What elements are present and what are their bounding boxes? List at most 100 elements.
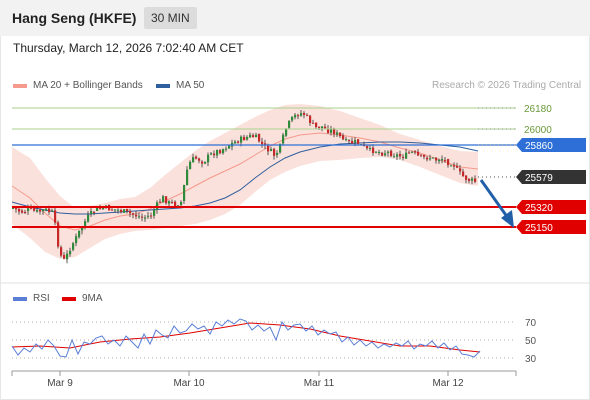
candle — [183, 184, 186, 204]
candle-body — [174, 201, 177, 206]
candle — [234, 139, 237, 144]
time-axis: Mar 9 Mar 10 Mar 11 Mar 12 — [11, 370, 517, 389]
candle — [126, 208, 129, 214]
candle — [441, 155, 444, 164]
rsi-axis-label: 70 — [525, 318, 537, 329]
candle-body — [120, 209, 123, 213]
candle — [447, 158, 450, 168]
candle-body — [417, 151, 420, 156]
candle — [93, 211, 96, 216]
candle-body — [456, 165, 459, 168]
candle — [357, 139, 360, 145]
candle — [216, 149, 219, 159]
candle-body — [213, 153, 216, 156]
level-label: 25579 — [525, 173, 553, 184]
candle — [288, 120, 291, 130]
candle-body — [270, 149, 273, 151]
candle — [429, 154, 432, 161]
level-tag — [516, 138, 586, 152]
candle — [450, 164, 453, 167]
candle-body — [162, 196, 165, 203]
candle — [369, 145, 372, 152]
candle — [54, 207, 57, 226]
candle-body — [438, 159, 441, 162]
candle — [78, 230, 81, 239]
candle — [36, 208, 39, 213]
candle — [471, 176, 474, 185]
candle-body — [207, 154, 210, 163]
rsi-swatch — [13, 296, 27, 301]
candle — [75, 233, 78, 247]
candle-body — [201, 161, 204, 164]
candle-body — [189, 161, 192, 170]
candle — [324, 123, 327, 129]
candle-body — [24, 212, 27, 213]
candle-body — [381, 152, 384, 156]
candle — [165, 196, 168, 205]
candle-body — [102, 208, 105, 209]
candle — [309, 114, 312, 126]
candle-body — [39, 209, 42, 212]
candle-body — [237, 141, 240, 143]
candle-body — [450, 165, 453, 167]
level-26000: 26000 — [12, 125, 552, 136]
candle-body — [354, 140, 357, 143]
candle-body — [273, 148, 276, 156]
candle — [312, 119, 315, 124]
candle-body — [342, 135, 345, 140]
candle-body — [48, 208, 51, 213]
candle-body — [276, 152, 279, 156]
candle-body — [138, 216, 141, 218]
candle — [201, 160, 204, 168]
candle — [180, 200, 183, 207]
candle — [258, 133, 261, 143]
candle-body — [432, 157, 435, 159]
candle-body — [168, 201, 171, 204]
candle-body — [411, 151, 414, 153]
candle-body — [72, 243, 75, 250]
candle — [141, 213, 144, 222]
candle-body — [255, 134, 258, 138]
candle-body — [66, 253, 69, 260]
candle-body — [366, 146, 369, 149]
candle-body — [285, 128, 288, 136]
candle — [303, 111, 306, 119]
candle-body — [447, 159, 450, 166]
timestamp: Thursday, March 12, 2026 7:02:40 AM CET — [13, 41, 244, 55]
candle-body — [396, 154, 399, 157]
candle — [387, 150, 390, 157]
candle-body — [93, 211, 96, 213]
candle-body — [318, 126, 321, 128]
time-axis-label: Mar 11 — [304, 378, 335, 389]
candle — [129, 208, 132, 217]
level-tag — [516, 170, 586, 184]
candle — [195, 155, 198, 160]
legend-rsi: RSI — [13, 293, 50, 304]
candle — [330, 125, 333, 136]
candle — [375, 151, 378, 154]
candle — [465, 175, 468, 184]
candle — [390, 149, 393, 158]
candle-body — [186, 169, 189, 186]
candle-body — [462, 171, 465, 177]
candle-body — [435, 157, 438, 161]
candle — [381, 151, 384, 157]
candle-body — [165, 196, 168, 204]
timeframe-badge[interactable]: 30 MIN — [144, 7, 197, 29]
level-tag — [516, 200, 586, 214]
candle-body — [294, 114, 297, 118]
candle-body — [75, 236, 78, 244]
candle — [348, 139, 351, 144]
candle-body — [180, 201, 183, 205]
candle — [69, 247, 72, 257]
candle-body — [330, 129, 333, 133]
candle — [207, 152, 210, 167]
candle — [63, 252, 66, 260]
candle-body — [264, 143, 267, 146]
candle-body — [69, 250, 72, 255]
candle-body — [228, 145, 231, 149]
rsi-ma-line — [11, 322, 481, 353]
legend-ma20-label: MA 20 + Bollinger Bands — [33, 80, 143, 91]
candle-body — [204, 161, 207, 164]
candle-body — [60, 247, 63, 256]
